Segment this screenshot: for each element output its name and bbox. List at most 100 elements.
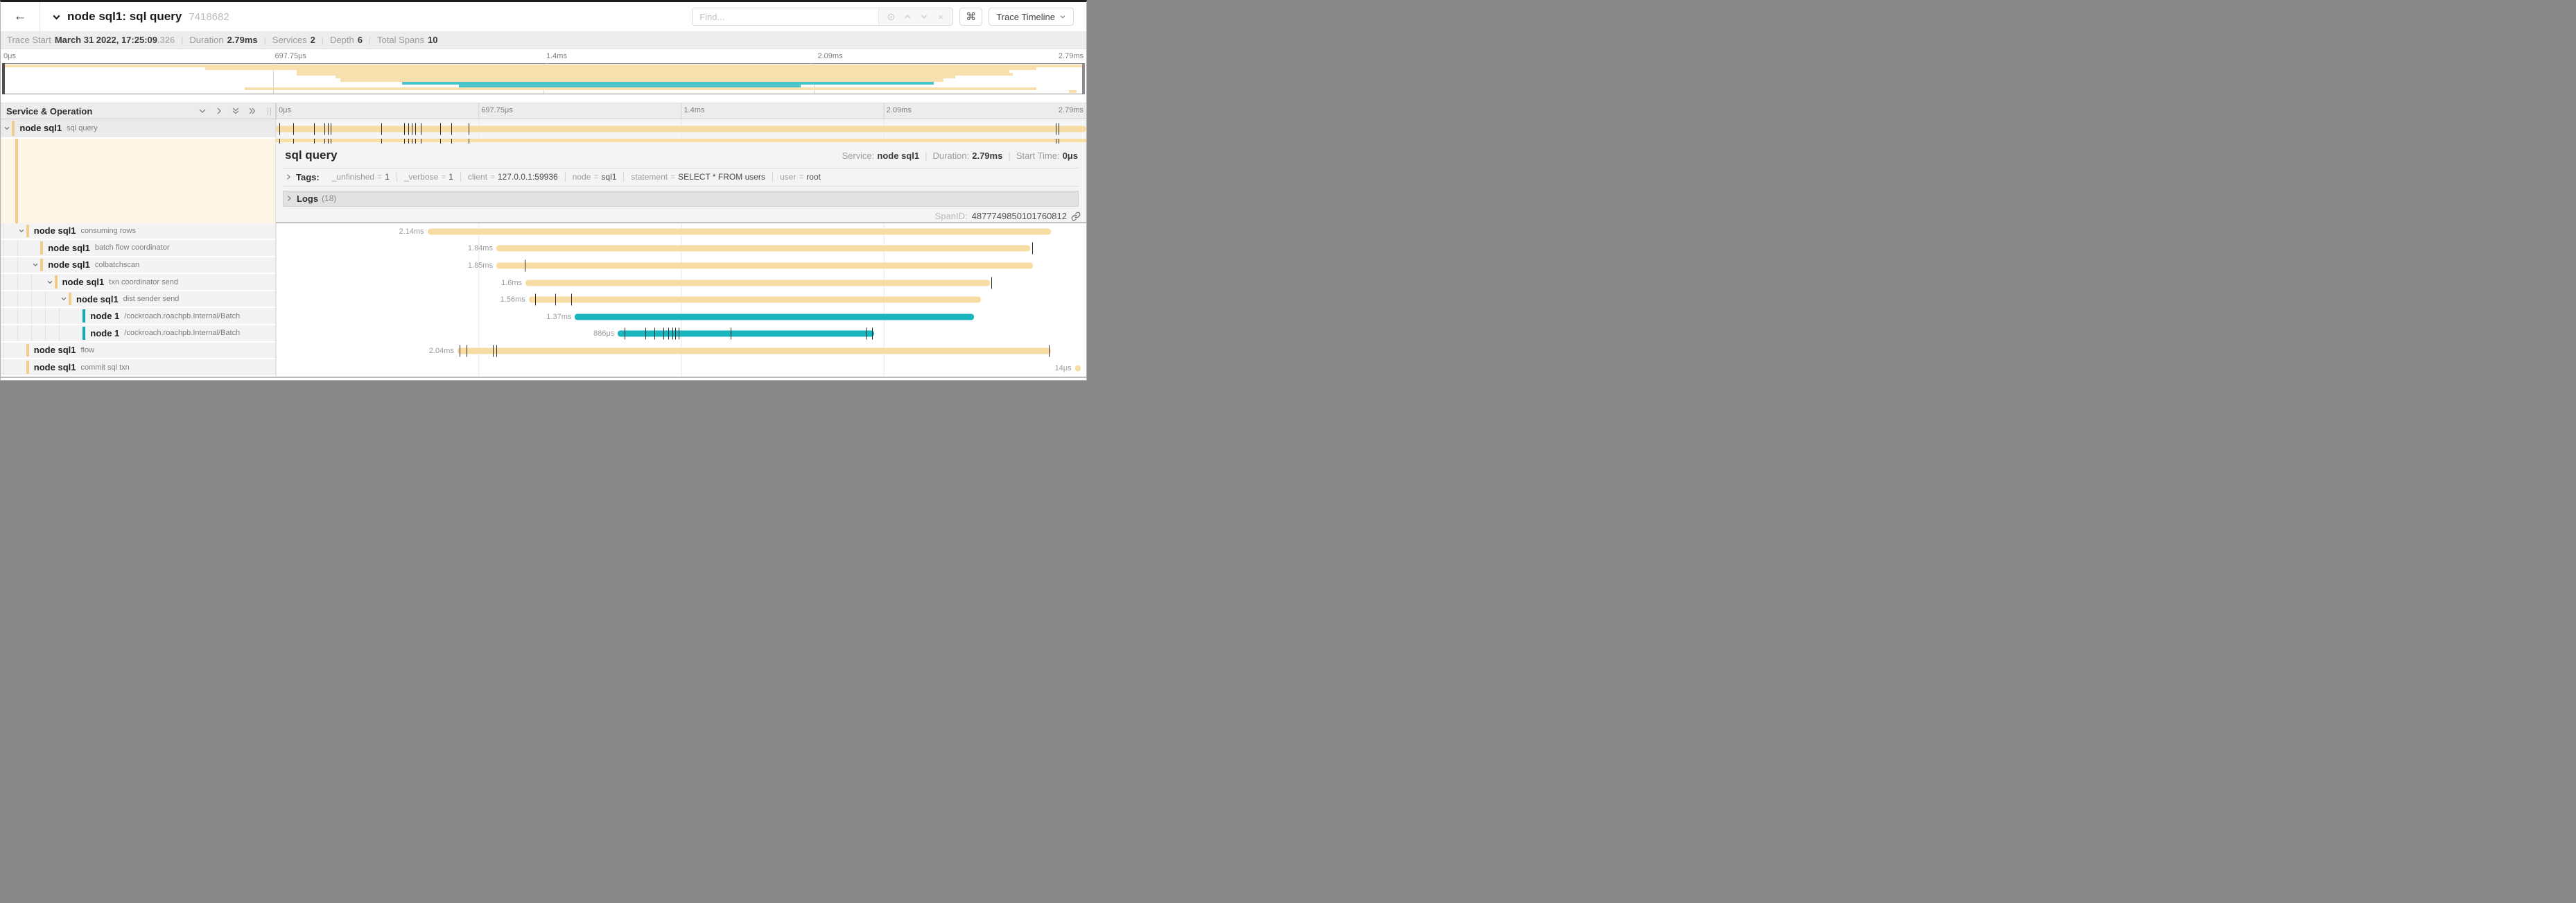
span-tree-item-sql-query[interactable]: node sql1sql query (1, 119, 276, 139)
indent-guide (3, 223, 4, 239)
span-tree-item-dist-sender-send[interactable]: node sql1dist sender send (1, 291, 276, 309)
span-bar[interactable] (529, 297, 981, 303)
span-tree-item-commit-sql-txn[interactable]: node sql1commit sql txn (1, 359, 276, 377)
panel-resizer-grip[interactable] (268, 108, 271, 115)
indent-guide (31, 291, 32, 307)
collapse-trace-chevron-icon[interactable] (51, 12, 62, 22)
log-marker (493, 345, 494, 356)
operation-name: /cockroach.roachpb.Internal/Batch (124, 329, 240, 337)
minimap-canvas[interactable] (2, 63, 1085, 94)
service-name: node 1 (90, 328, 119, 338)
log-marker (535, 294, 536, 306)
span-tree-item-flow[interactable]: node sql1flow (1, 343, 276, 360)
log-marker (381, 139, 382, 144)
span-bar[interactable] (458, 347, 1051, 354)
summary-separator: | (181, 35, 183, 45)
keyboard-shortcuts-button[interactable]: ⌘ (959, 8, 982, 26)
span-tree-item-consuming-rows[interactable]: node sql1consuming rows (1, 223, 276, 241)
span-tree-item--cockroach-roachpb-internal-batch[interactable]: node 1/cockroach.roachpb.Internal/Batch (1, 325, 276, 343)
ruler-tick-label: 0μs (3, 52, 16, 60)
span-bar[interactable] (1075, 365, 1081, 371)
span-timeline-cell[interactable]: 1.6ms (276, 274, 1086, 291)
clear-find-icon[interactable]: × (933, 9, 948, 24)
deep-link-icon[interactable] (1071, 212, 1081, 221)
span-bar[interactable] (276, 126, 1086, 132)
indent-guide (3, 240, 4, 256)
ruler-tick-label: 2.79ms (1059, 106, 1084, 114)
span-bar[interactable] (496, 262, 1033, 268)
span-timeline-cell[interactable]: 886μs (276, 325, 1086, 343)
service-color-bar (26, 344, 29, 357)
service-name: node 1 (90, 311, 119, 321)
chevron-down-icon[interactable] (31, 261, 40, 268)
span-timeline-cell[interactable]: 14μs (276, 359, 1086, 377)
span-tree-item-txn-coordinator-send[interactable]: node sql1txn coordinator send (1, 274, 276, 291)
tag-equals: = (441, 172, 446, 182)
summary-value: 2 (311, 35, 315, 45)
span-tree-item-colbatchscan[interactable]: node sql1colbatchscan (1, 257, 276, 275)
tag-key: statement (631, 172, 668, 182)
span-timeline-cell[interactable]: 1.37ms (276, 308, 1086, 325)
log-marker (324, 123, 325, 135)
span-tree-item-batch-flow-coordinator[interactable]: node sql1batch flow coordinator (1, 240, 276, 257)
chevron-down-icon[interactable] (59, 295, 69, 302)
chevron-down-icon[interactable] (45, 279, 55, 286)
indent-guide (3, 343, 4, 359)
log-marker (381, 123, 382, 135)
collapse-all-icon[interactable] (231, 106, 241, 116)
log-marker (408, 139, 409, 144)
indent-guide (17, 257, 18, 273)
indent-guide (45, 308, 46, 324)
log-marker (440, 139, 441, 144)
span-timeline-cell[interactable]: 1.85ms (276, 257, 1086, 275)
span-timeline-cell[interactable]: 2.14ms (276, 223, 1086, 241)
log-marker (672, 328, 673, 340)
focus-match-icon[interactable] (883, 9, 898, 24)
chevron-down-icon[interactable] (2, 125, 12, 132)
view-selector-button[interactable]: Trace Timeline (989, 8, 1074, 26)
summary-label: Total Spans (377, 35, 424, 45)
summary-item: Trace StartMarch 31 2022, 17:25:09.326 (7, 35, 175, 45)
span-bar[interactable] (525, 280, 990, 286)
summary-label: Duration (189, 35, 223, 45)
header-controls: × ⌘ Trace Timeline (692, 8, 1074, 26)
next-match-icon[interactable] (916, 9, 932, 24)
span-row: node sql1batch flow coordinator1.84ms (1, 240, 1086, 257)
back-button[interactable]: ← (1, 2, 40, 31)
minimap-left-handle[interactable] (2, 63, 5, 94)
trace-timeline-page: ← node sql1: sql query 7418682 (0, 0, 1087, 381)
expand-one-icon[interactable] (214, 106, 224, 116)
span-tree-item--cockroach-roachpb-internal-batch[interactable]: node 1/cockroach.roachpb.Internal/Batch (1, 308, 276, 325)
indent-guide (59, 325, 60, 341)
summary-value: 10 (428, 35, 437, 45)
logs-row[interactable]: Logs (18) (283, 191, 1079, 207)
span-id-row: SpanID: 4877749850101760812 (276, 208, 1081, 223)
meta-separator: | (1008, 150, 1010, 161)
span-bar[interactable] (618, 331, 873, 337)
span-row: node sql1sql query (1, 119, 1086, 139)
span-bar[interactable] (428, 228, 1051, 234)
tag-value: root (806, 172, 821, 182)
span-bar[interactable] (575, 313, 973, 320)
chevron-down-icon[interactable] (17, 227, 26, 234)
summary-item: Duration2.79ms (189, 35, 257, 45)
page-title: node sql1: sql query (67, 10, 182, 24)
expand-all-icon[interactable] (247, 106, 257, 116)
tags-row[interactable]: Tags: _unfinished=1_verbose=1client=127.… (283, 169, 1079, 187)
span-timeline-cell[interactable]: 1.84ms (276, 240, 1086, 257)
collapse-one-icon[interactable] (198, 106, 207, 116)
find-input[interactable] (693, 8, 878, 25)
span-timeline-cell[interactable]: 1.56ms (276, 291, 1086, 309)
span-timeline-cell[interactable] (276, 119, 1086, 139)
prev-match-icon[interactable] (900, 9, 915, 24)
minimap-span-bar (1069, 90, 1077, 93)
detail-span-bar[interactable] (276, 139, 1086, 142)
span-timeline-cell[interactable]: 2.04ms (276, 343, 1086, 360)
tag-item: _unfinished=1 (325, 172, 397, 182)
minimap-right-handle[interactable] (1082, 63, 1085, 94)
log-marker (324, 139, 325, 144)
log-marker (279, 123, 280, 135)
tags-list: _unfinished=1_verbose=1client=127.0.0.1:… (325, 172, 828, 182)
span-bar[interactable] (496, 246, 1030, 252)
timeline-ruler: 0μs697.75μs1.4ms2.09ms2.79ms (276, 103, 1086, 119)
